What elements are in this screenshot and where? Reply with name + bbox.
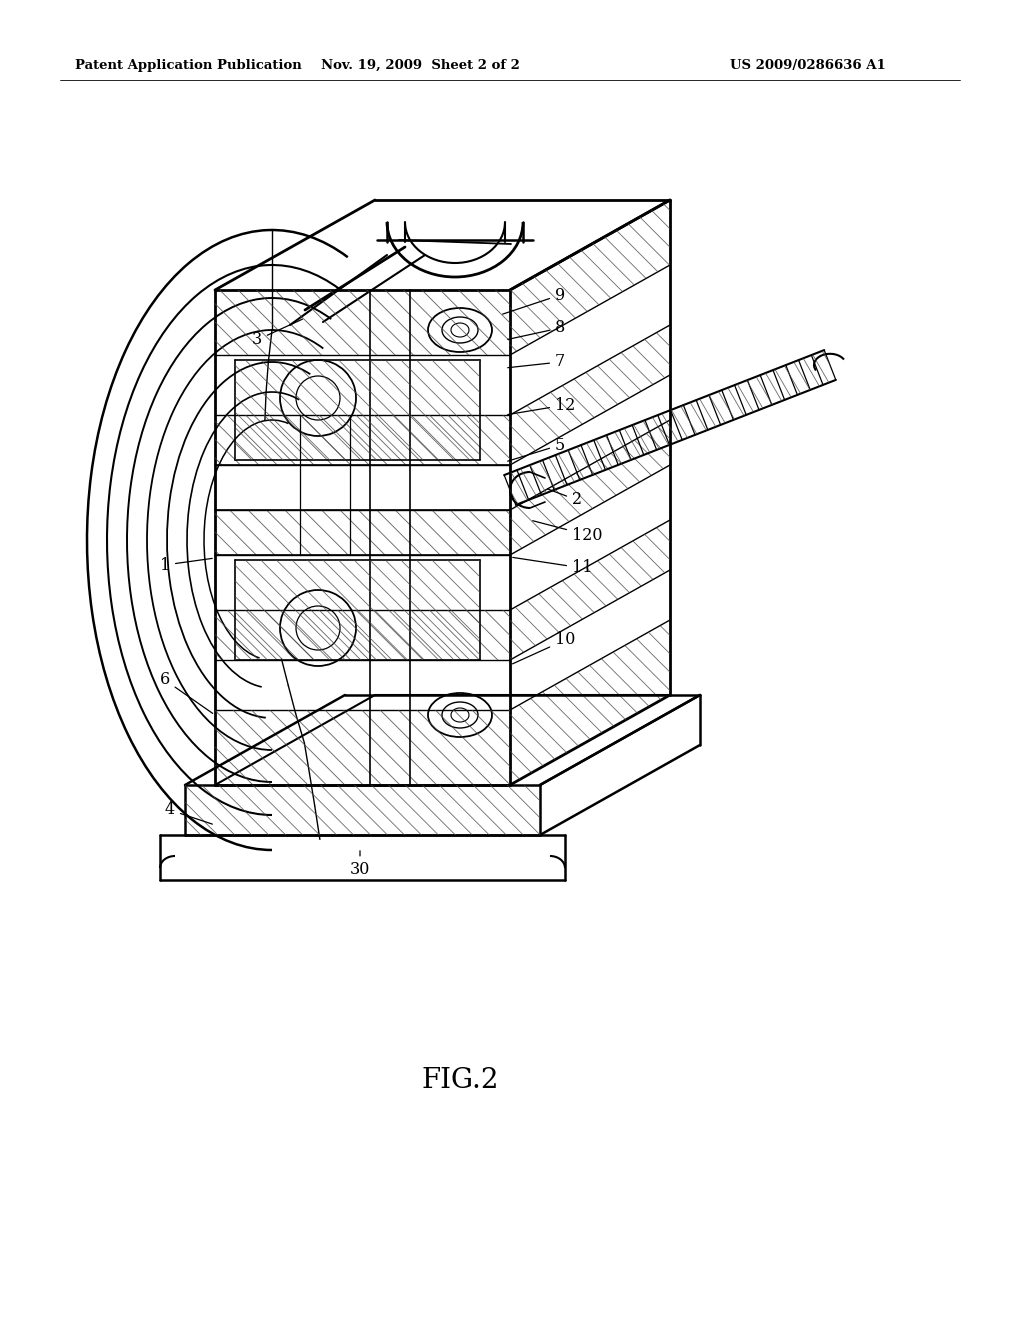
Text: 10: 10	[513, 631, 575, 664]
Text: 6: 6	[160, 672, 213, 713]
Text: Nov. 19, 2009  Sheet 2 of 2: Nov. 19, 2009 Sheet 2 of 2	[321, 58, 519, 71]
Text: Patent Application Publication: Patent Application Publication	[75, 58, 302, 71]
Text: 2: 2	[548, 488, 582, 508]
Text: 120: 120	[532, 520, 602, 544]
Text: 4: 4	[165, 801, 212, 824]
Text: 9: 9	[503, 286, 565, 314]
Text: FIG.2: FIG.2	[421, 1067, 499, 1093]
Text: 8: 8	[508, 319, 565, 339]
Text: 12: 12	[508, 396, 575, 414]
Text: 11: 11	[513, 557, 593, 577]
Text: US 2009/0286636 A1: US 2009/0286636 A1	[730, 58, 886, 71]
Text: 5: 5	[508, 437, 565, 461]
Text: 1: 1	[160, 557, 212, 573]
Text: 7: 7	[508, 354, 565, 371]
Text: 3: 3	[252, 319, 302, 348]
Text: 30: 30	[350, 851, 371, 879]
